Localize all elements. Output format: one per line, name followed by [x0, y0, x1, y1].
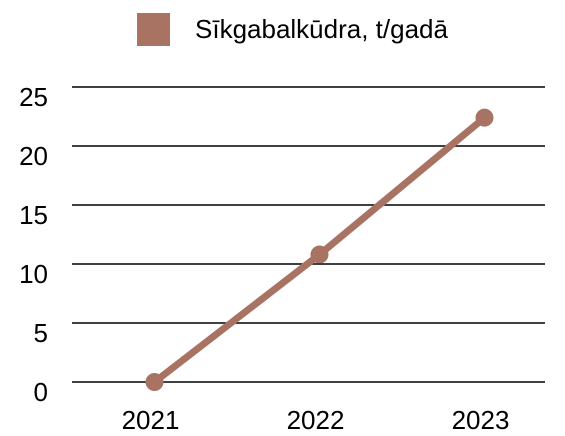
- legend-label: Sīkgabalkūdra, t/gadā: [195, 14, 448, 44]
- legend-swatch: [137, 13, 170, 46]
- y-tick-label: 5: [34, 318, 48, 348]
- x-tick-label: 2021: [122, 405, 180, 435]
- data-point: [475, 108, 494, 127]
- y-tick-label: 10: [19, 259, 48, 289]
- y-tick-label: 25: [19, 82, 48, 112]
- y-tick-label: 15: [19, 200, 48, 230]
- x-tick-label: 2023: [452, 405, 510, 435]
- x-tick-label: 2022: [287, 405, 345, 435]
- data-point: [310, 245, 329, 264]
- data-point: [145, 373, 164, 391]
- y-tick-label: 0: [34, 377, 48, 407]
- y-tick-label: 20: [19, 141, 48, 171]
